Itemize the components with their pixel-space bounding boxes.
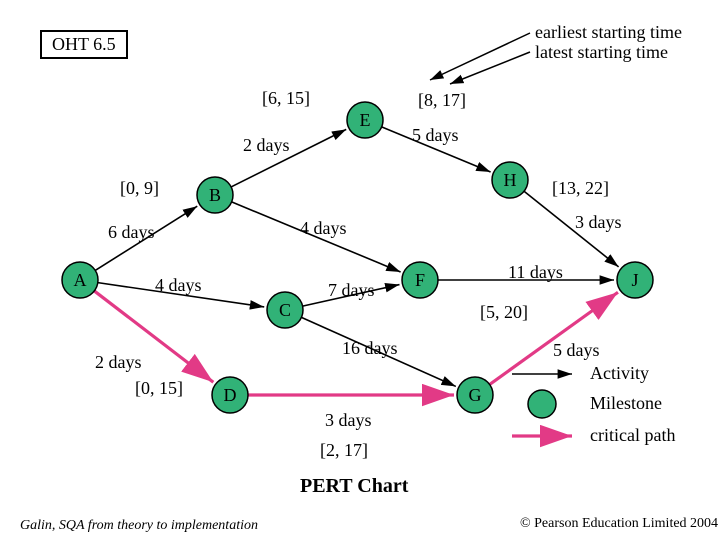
- edge-label-B-F: 4 days: [300, 218, 347, 239]
- node-label-F: F: [415, 270, 425, 290]
- legend-critical: critical path: [590, 425, 675, 446]
- bracket-label: [13, 22]: [552, 178, 609, 199]
- legend-activity: Activity: [590, 363, 649, 384]
- edge-label-A-D: 2 days: [95, 352, 142, 373]
- node-label-H: H: [504, 170, 517, 190]
- bracket-label: [2, 17]: [320, 440, 368, 461]
- legend-latest: latest starting time: [535, 42, 668, 63]
- bracket-label: [8, 17]: [418, 90, 466, 111]
- footer-right: © Pearson Education Limited 2004: [520, 516, 718, 532]
- edge-label-A-B: 6 days: [108, 222, 155, 243]
- node-label-B: B: [209, 185, 221, 205]
- legend-milestone: Milestone: [590, 393, 662, 414]
- edge-label-D-G: 3 days: [325, 410, 372, 431]
- bracket-label: [0, 9]: [120, 178, 159, 199]
- edge-label-H-J: 3 days: [575, 212, 622, 233]
- node-label-D: D: [224, 385, 237, 405]
- edge-label-A-C: 4 days: [155, 275, 202, 296]
- node-label-A: A: [74, 270, 87, 290]
- edge-label-C-F: 7 days: [328, 280, 375, 301]
- edge-label-F-J: 11 days: [508, 262, 563, 283]
- bracket-label: [6, 15]: [262, 88, 310, 109]
- node-label-C: C: [279, 300, 291, 320]
- edge-label-C-G: 16 days: [342, 338, 398, 359]
- chart-title: PERT Chart: [300, 475, 408, 498]
- edge-label-G-J: 5 days: [553, 340, 600, 361]
- footer-left: Galin, SQA from theory to implementation: [20, 518, 258, 534]
- bracket-label: [5, 20]: [480, 302, 528, 323]
- node-label-J: J: [631, 270, 638, 290]
- node-label-G: G: [469, 385, 482, 405]
- bracket-label: [0, 15]: [135, 378, 183, 399]
- legend-earliest: earliest starting time: [535, 22, 682, 43]
- edge-label-E-H: 5 days: [412, 125, 459, 146]
- node-label-E: E: [360, 110, 371, 130]
- edge-label-B-E: 2 days: [243, 135, 290, 156]
